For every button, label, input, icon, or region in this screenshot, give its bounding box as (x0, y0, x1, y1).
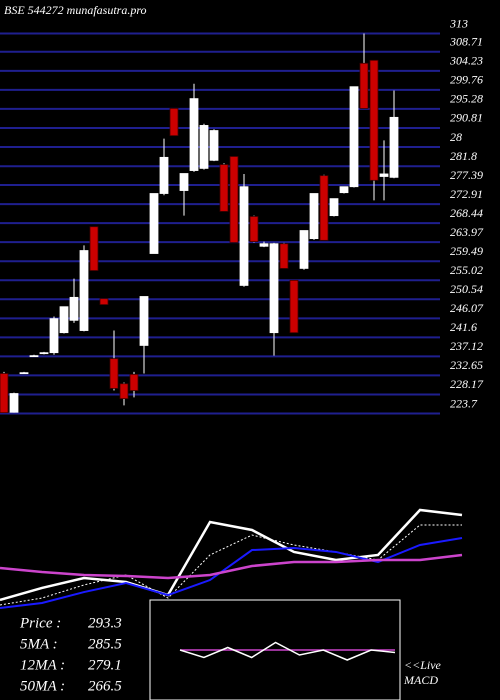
candle-body (229, 156, 239, 243)
y-tick-label: 281.8 (450, 149, 477, 163)
stat-label: 12MA : (20, 657, 65, 673)
candle-body (309, 193, 319, 240)
macd-box (149, 599, 401, 700)
candle-body (319, 175, 329, 241)
stat-label: 5MA : (20, 636, 58, 652)
y-tick-label: 259.49 (450, 244, 483, 258)
y-tick-label: 237.12 (450, 339, 483, 353)
candle-body (359, 62, 369, 109)
candle-body (299, 230, 309, 269)
y-tick-label: 232.65 (450, 358, 483, 372)
candle-body (239, 186, 249, 286)
macd-line (179, 641, 396, 661)
indicator-line (0, 524, 462, 606)
stat-value: 266.5 (88, 678, 122, 694)
candle-body (59, 306, 69, 334)
candle-body (199, 125, 209, 169)
candle-body (219, 164, 229, 212)
candle-body (109, 358, 119, 389)
candle-body (249, 216, 259, 243)
candle-body (139, 296, 149, 346)
candle-body (39, 352, 49, 355)
candle-body (329, 198, 339, 217)
stat-label: 50MA : (20, 678, 65, 694)
candle-body (0, 373, 9, 414)
y-tick-label: 295.28 (450, 92, 483, 106)
candle-body (209, 130, 219, 161)
candle-body (179, 173, 189, 191)
indicator-line (0, 508, 463, 602)
candle-body (169, 108, 179, 137)
y-tick-label: 28 (450, 130, 462, 144)
candle-body (269, 243, 279, 334)
candle-body (349, 86, 359, 188)
candle-body (389, 116, 399, 178)
y-tick-label: 250.54 (450, 282, 483, 296)
y-tick-label: 228.17 (450, 377, 484, 391)
stat-label: Price : (19, 615, 61, 631)
y-tick-label: 313 (449, 16, 468, 30)
candle-body (49, 318, 59, 354)
y-tick-label: 255.02 (450, 263, 483, 277)
y-tick-label: 290.81 (450, 111, 483, 125)
macd-label: MACD (403, 673, 438, 687)
y-tick-label: 268.44 (450, 206, 483, 220)
y-tick-label: 299.76 (450, 73, 483, 87)
candle-body (29, 355, 39, 358)
y-tick-label: 241.6 (450, 320, 477, 334)
y-tick-label: 272.91 (450, 187, 483, 201)
y-tick-label: 246.07 (450, 301, 484, 315)
candle-body (259, 243, 269, 247)
candle-body (19, 372, 29, 375)
chart-title: BSE 544272 munafasutra.pro (4, 3, 147, 17)
y-tick-label: 277.39 (450, 168, 483, 182)
y-tick-label: 263.97 (450, 225, 484, 239)
stat-value: 285.5 (88, 636, 122, 652)
candle-body (289, 279, 299, 334)
candle-body (9, 393, 19, 413)
candle-body (159, 156, 169, 194)
candle-body (119, 383, 129, 400)
candle-body (129, 373, 139, 391)
indicator-line (0, 553, 463, 580)
stat-value: 293.3 (88, 615, 122, 631)
candle-body (379, 173, 389, 177)
stat-value: 279.1 (88, 657, 122, 673)
macd-label: <<Live (404, 658, 442, 672)
candle-body (79, 250, 89, 331)
y-tick-label: 304.23 (449, 54, 483, 68)
candle-body (99, 298, 109, 305)
candle-body (369, 59, 379, 181)
candle-body (149, 193, 159, 254)
candle-body (189, 98, 199, 171)
candle-body (69, 296, 79, 321)
candle-body (339, 186, 349, 194)
candle-body (89, 226, 99, 271)
y-tick-label: 308.71 (449, 35, 483, 49)
candle-body (279, 243, 289, 269)
y-tick-label: 223.7 (450, 396, 478, 410)
